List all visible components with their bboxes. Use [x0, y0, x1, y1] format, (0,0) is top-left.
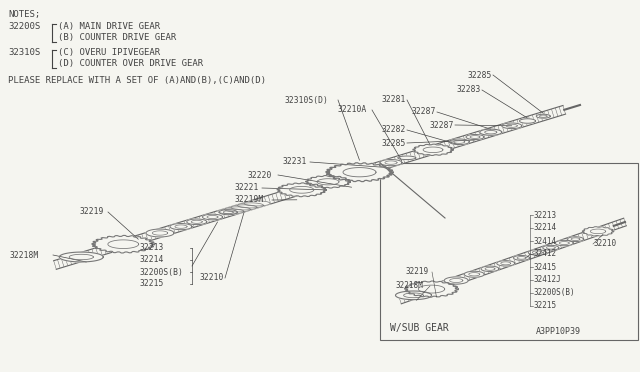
- Polygon shape: [231, 205, 257, 210]
- Text: 32210A: 32210A: [338, 106, 367, 115]
- Text: NOTES;: NOTES;: [8, 10, 40, 19]
- Text: 32221: 32221: [235, 183, 259, 192]
- Text: 32213: 32213: [140, 244, 164, 253]
- Polygon shape: [449, 139, 469, 145]
- Text: 32200S(B): 32200S(B): [533, 289, 575, 298]
- Polygon shape: [404, 281, 458, 297]
- Polygon shape: [277, 183, 326, 197]
- Polygon shape: [497, 261, 515, 266]
- Polygon shape: [520, 119, 536, 123]
- Text: 32414: 32414: [533, 237, 556, 246]
- Text: 32220: 32220: [248, 170, 273, 180]
- Text: 32415: 32415: [533, 263, 556, 272]
- Text: 32231: 32231: [283, 157, 307, 167]
- Polygon shape: [306, 176, 351, 188]
- Polygon shape: [170, 224, 192, 230]
- Text: (C) OVERU IPIVEGEAR: (C) OVERU IPIVEGEAR: [58, 48, 160, 57]
- Text: 32218M: 32218M: [10, 250, 39, 260]
- Text: 32310S(D): 32310S(D): [285, 96, 329, 105]
- Text: 32215: 32215: [140, 279, 164, 289]
- Text: 32287: 32287: [412, 108, 436, 116]
- Polygon shape: [225, 207, 250, 212]
- Text: 32210: 32210: [200, 273, 225, 282]
- Polygon shape: [466, 135, 484, 140]
- Polygon shape: [481, 266, 499, 272]
- Polygon shape: [326, 163, 393, 182]
- Polygon shape: [92, 235, 155, 253]
- Text: A3PP10P39: A3PP10P39: [536, 327, 581, 337]
- Text: 32213: 32213: [533, 211, 556, 219]
- Polygon shape: [396, 291, 431, 299]
- Text: 32310S: 32310S: [8, 48, 40, 57]
- Text: (D) COUNTER OVER DRIVE GEAR: (D) COUNTER OVER DRIVE GEAR: [58, 59, 203, 68]
- FancyBboxPatch shape: [380, 163, 638, 340]
- Text: 32214: 32214: [140, 256, 164, 264]
- Polygon shape: [528, 250, 547, 255]
- Text: 32285: 32285: [382, 138, 406, 148]
- Polygon shape: [146, 229, 174, 237]
- Polygon shape: [413, 144, 453, 155]
- Text: 32412J: 32412J: [533, 276, 561, 285]
- Text: W/SUB GEAR: W/SUB GEAR: [390, 323, 449, 333]
- Polygon shape: [464, 271, 484, 277]
- Polygon shape: [502, 123, 522, 129]
- Polygon shape: [536, 114, 550, 118]
- Text: 32283: 32283: [457, 86, 481, 94]
- Polygon shape: [244, 201, 270, 206]
- Polygon shape: [513, 256, 529, 260]
- Text: 32285: 32285: [468, 71, 492, 80]
- Polygon shape: [556, 240, 573, 246]
- Text: 32282: 32282: [382, 125, 406, 135]
- Text: 32219: 32219: [405, 267, 428, 276]
- Polygon shape: [237, 203, 264, 208]
- Text: 32215: 32215: [533, 301, 556, 311]
- Polygon shape: [187, 219, 207, 225]
- Polygon shape: [380, 160, 402, 166]
- Polygon shape: [582, 227, 614, 236]
- Text: 32219: 32219: [80, 208, 104, 217]
- Text: 32412: 32412: [533, 250, 556, 259]
- Polygon shape: [543, 246, 559, 250]
- Text: 32281: 32281: [382, 96, 406, 105]
- Text: 32214: 32214: [533, 224, 556, 232]
- Text: (B) COUNTER DRIVE GEAR: (B) COUNTER DRIVE GEAR: [58, 33, 176, 42]
- Text: 32219M: 32219M: [235, 196, 264, 205]
- Polygon shape: [444, 277, 468, 284]
- Polygon shape: [398, 156, 416, 160]
- Polygon shape: [202, 214, 223, 220]
- Text: 32200S(B): 32200S(B): [140, 267, 184, 276]
- Text: 32287: 32287: [430, 121, 454, 129]
- Text: 32210: 32210: [594, 240, 617, 248]
- Polygon shape: [480, 129, 502, 135]
- Polygon shape: [218, 209, 244, 214]
- Polygon shape: [60, 252, 103, 262]
- Polygon shape: [220, 210, 237, 215]
- Text: PLEASE REPLACE WITH A SET OF (A)AND(B),(C)AND(D): PLEASE REPLACE WITH A SET OF (A)AND(B),(…: [8, 76, 266, 85]
- Polygon shape: [568, 237, 584, 241]
- Text: 32218M: 32218M: [395, 282, 423, 291]
- Text: 32200S: 32200S: [8, 22, 40, 31]
- Text: (A) MAIN DRIVE GEAR: (A) MAIN DRIVE GEAR: [58, 22, 160, 31]
